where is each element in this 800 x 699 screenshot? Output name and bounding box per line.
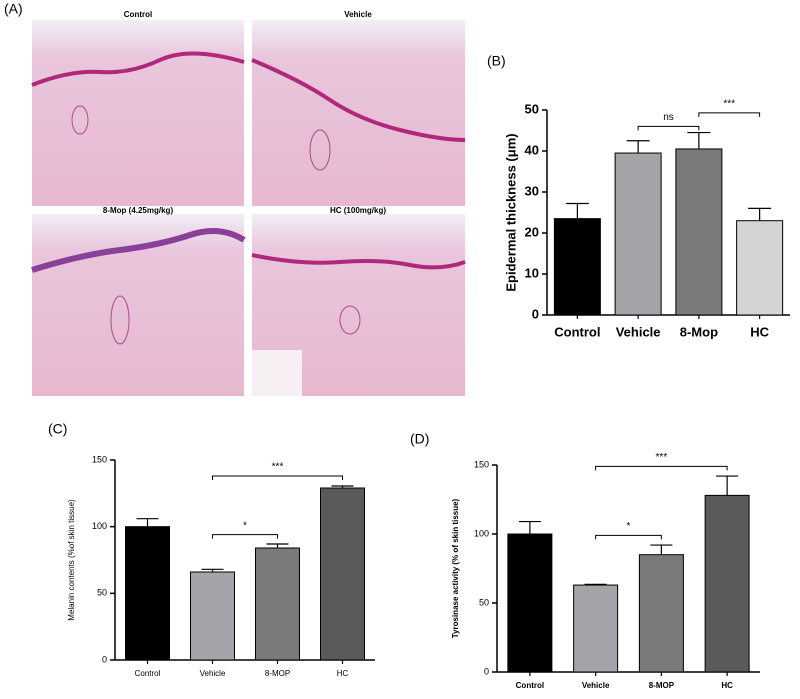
x-tick-label: Control xyxy=(516,681,544,690)
y-axis-label: Melanin contents (%of skin tissue) xyxy=(67,499,76,621)
x-tick-label: Control xyxy=(554,324,600,339)
y-tick-label: 100 xyxy=(474,528,489,538)
histology-image xyxy=(252,20,465,206)
image-label: HC (100mg/kg) xyxy=(330,206,386,215)
follicle xyxy=(339,305,361,335)
significance-bracket xyxy=(212,475,343,480)
x-tick-label: Vehicle xyxy=(200,669,226,678)
x-tick-label: 8-Mop xyxy=(680,324,718,339)
y-axis-label: Epidermal thickness (μm) xyxy=(503,133,518,291)
significance-label: *** xyxy=(723,99,735,110)
y-axis-label: Tyrosinase activity (% of skin tissue) xyxy=(451,498,460,638)
bar xyxy=(675,148,723,316)
y-tick-label: 0 xyxy=(102,654,107,664)
bar xyxy=(507,533,553,673)
significance-bracket xyxy=(595,465,728,471)
significance-label: * xyxy=(627,521,631,532)
y-tick-label: 20 xyxy=(525,224,539,239)
y-tick-label: 10 xyxy=(525,265,539,280)
panel-label: (B) xyxy=(487,53,506,69)
bar xyxy=(736,220,784,316)
follicle xyxy=(110,295,130,345)
bar xyxy=(614,152,662,316)
bar xyxy=(573,584,619,673)
x-tick-label: Control xyxy=(135,669,161,678)
y-tick-label: 50 xyxy=(97,588,107,598)
x-tick-label: HC xyxy=(721,681,733,690)
y-tick-label: 50 xyxy=(479,597,489,607)
x-tick-label: HC xyxy=(750,324,769,339)
x-tick-label: Vehicle xyxy=(582,681,610,690)
x-tick-label: Vehicle xyxy=(616,324,661,339)
epidermis xyxy=(251,58,466,142)
fat-tissue xyxy=(252,350,302,396)
y-tick-label: 150 xyxy=(92,454,107,464)
panel-label: (A) xyxy=(4,1,23,17)
histology-panel: Control Vehicle 8-Mop (4.25mg/kg) HC (10… xyxy=(31,10,466,396)
y-tick-label: 0 xyxy=(484,666,489,676)
y-tick-label: 50 xyxy=(525,101,539,116)
y-tick-label: 0 xyxy=(532,306,539,321)
bar xyxy=(190,571,235,661)
follicle xyxy=(309,129,331,171)
histology-image xyxy=(32,214,244,396)
significance-bracket xyxy=(595,534,662,540)
bar xyxy=(638,554,684,673)
x-tick-label: HC xyxy=(337,669,349,678)
significance-bracket xyxy=(212,534,278,539)
panel-label: (D) xyxy=(410,431,429,447)
bar xyxy=(553,218,601,316)
y-tick-label: 40 xyxy=(525,142,539,157)
epidermis xyxy=(251,253,466,270)
y-tick-label: 100 xyxy=(92,521,107,531)
significance-bracket xyxy=(637,125,700,131)
x-tick-label: 8-MOP xyxy=(649,681,675,690)
image-label: Vehicle xyxy=(344,10,372,19)
follicle xyxy=(71,105,89,135)
y-tick-label: 30 xyxy=(525,183,539,198)
epidermis xyxy=(31,51,245,87)
bar xyxy=(125,526,170,661)
x-tick-label: 8-MOP xyxy=(265,669,290,678)
image-label: 8-Mop (4.25mg/kg) xyxy=(103,206,174,215)
significance-bracket xyxy=(698,112,761,117)
significance-label: ns xyxy=(663,112,674,123)
significance-label: * xyxy=(243,520,247,531)
epidermis xyxy=(31,228,246,273)
histology-image xyxy=(32,20,244,206)
bar xyxy=(255,547,300,661)
image-label: Control xyxy=(124,10,152,19)
y-tick-label: 150 xyxy=(474,459,489,469)
significance-label: *** xyxy=(272,462,284,473)
significance-label: *** xyxy=(656,452,668,463)
bar xyxy=(704,494,750,673)
panel-label: (C) xyxy=(48,421,67,437)
bar xyxy=(320,487,365,661)
